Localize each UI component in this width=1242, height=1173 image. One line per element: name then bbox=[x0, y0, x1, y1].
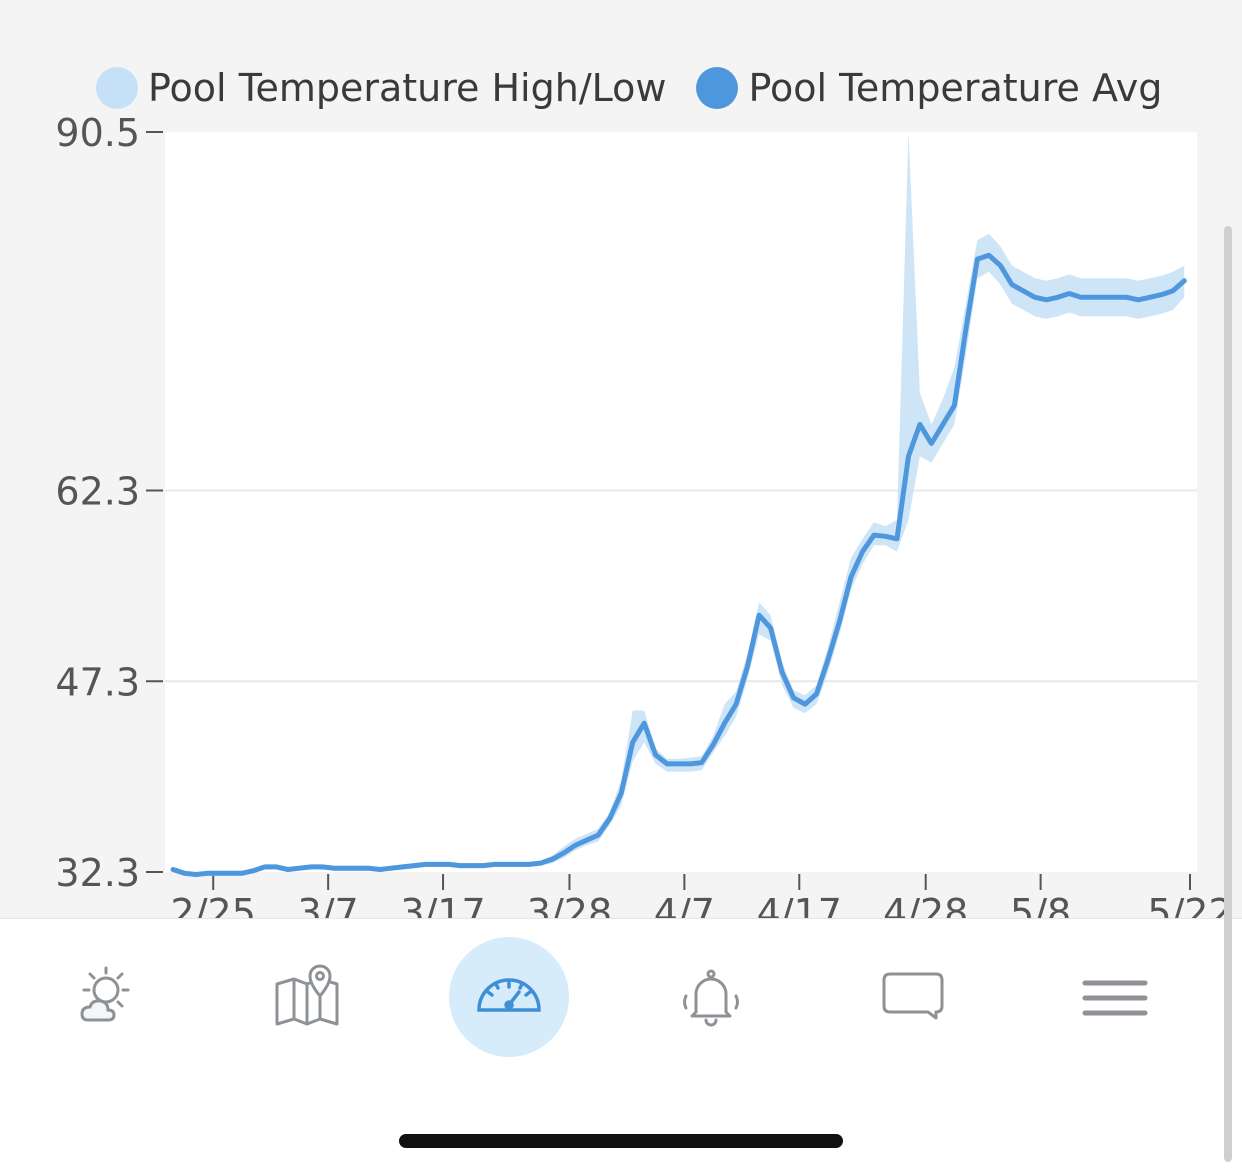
chat-icon bbox=[882, 972, 944, 1020]
x-tick-label: 4/7 bbox=[654, 891, 715, 918]
x-tick-label: 3/28 bbox=[527, 891, 612, 918]
x-tick-label: 5/22 bbox=[1147, 891, 1232, 918]
nav-menu-button[interactable] bbox=[1055, 937, 1175, 1057]
dashboard-icon bbox=[477, 978, 541, 1012]
avg-line bbox=[170, 252, 1187, 877]
legend-label-high-low: Pool Temperature High/Low bbox=[148, 66, 667, 110]
chart-legend: Pool Temperature High/Low Pool Temperatu… bbox=[96, 66, 1162, 110]
x-tick-label: 4/28 bbox=[883, 891, 968, 918]
y-axis: 90.5 62.3 47.3 32.3 bbox=[55, 111, 163, 895]
menu-icon bbox=[1082, 980, 1148, 1016]
y-tick-label: 32.3 bbox=[55, 851, 140, 895]
y-tick-label: 62.3 bbox=[55, 470, 140, 514]
legend-dot-high-low bbox=[96, 67, 138, 109]
nav-weather-button[interactable] bbox=[45, 937, 165, 1057]
home-indicator bbox=[399, 1134, 843, 1148]
weather-icon bbox=[80, 966, 130, 1022]
legend-item-high-low[interactable]: Pool Temperature High/Low bbox=[96, 66, 666, 110]
map-icon bbox=[275, 964, 339, 1026]
x-tick-label: 5/8 bbox=[1010, 891, 1071, 918]
x-tick-label: 3/7 bbox=[298, 891, 359, 918]
bottom-nav-bar bbox=[0, 918, 1242, 1173]
nav-dashboard-button[interactable] bbox=[449, 937, 569, 1057]
y-tick-label: 90.5 bbox=[55, 111, 140, 155]
legend-label-avg: Pool Temperature Avg bbox=[748, 66, 1163, 110]
temperature-chart: 90.5 62.3 47.3 32.3 2/25 3/7 3/17 3/28 4/7 4/17 4… bbox=[55, 111, 1233, 918]
series-layer bbox=[170, 132, 1187, 878]
grid-lines bbox=[165, 489, 1197, 683]
nav-map-button[interactable] bbox=[247, 937, 367, 1057]
x-tick-label: 4/17 bbox=[757, 891, 842, 918]
nav-messages-button[interactable] bbox=[853, 937, 973, 1057]
x-axis: 2/25 3/7 3/17 3/28 4/7 4/17 4/28 5/8 5/22 bbox=[171, 874, 1233, 918]
bell-icon bbox=[683, 969, 739, 1027]
legend-dot-avg bbox=[696, 67, 739, 109]
plot-area bbox=[165, 132, 1197, 872]
y-tick-label: 47.3 bbox=[55, 660, 140, 704]
x-tick-label: 2/25 bbox=[171, 891, 256, 918]
legend-item-avg[interactable]: Pool Temperature Avg bbox=[696, 66, 1162, 110]
x-tick-label: 3/17 bbox=[400, 891, 485, 918]
scrollbar[interactable] bbox=[1224, 226, 1232, 1162]
nav-alerts-button[interactable] bbox=[651, 937, 771, 1057]
